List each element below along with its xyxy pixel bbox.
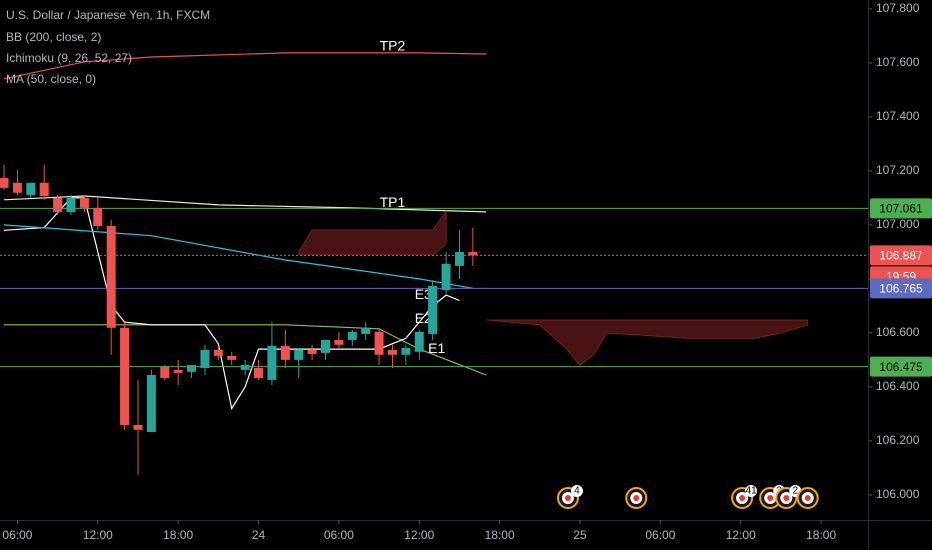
candle-body (307, 349, 317, 354)
candle-body (387, 349, 397, 355)
price-label-box (870, 245, 932, 266)
candle-body (441, 263, 451, 290)
candle-body (53, 197, 63, 212)
price-label-box (870, 198, 932, 219)
candle-body (146, 375, 156, 432)
price-label: 107.061 (879, 202, 923, 216)
candle-body (401, 348, 411, 355)
annotation: E3 (415, 286, 432, 302)
indicator-label: MA (50, close, 0) (6, 72, 96, 86)
indicator-label: BB (200, close, 2) (6, 30, 101, 44)
candle-body (361, 327, 371, 334)
candle-body (454, 251, 464, 266)
price-label: 106.887 (879, 249, 923, 263)
y-tick-label: 106.400 (876, 379, 920, 393)
y-tick-label: 107.200 (876, 163, 920, 177)
y-tick-label: 106.000 (876, 487, 920, 501)
candle-body (93, 207, 103, 226)
y-tick-label: 107.600 (876, 55, 920, 69)
price-label: 106.765 (879, 282, 923, 296)
candle-body (213, 349, 223, 356)
candle-body (240, 365, 250, 370)
event-icon-dot (633, 495, 640, 501)
candle-body (374, 331, 384, 355)
candle-body (160, 366, 170, 378)
event-badge (570, 485, 583, 497)
plot-area: TP2 TP1 E3 E2 E1 (0, 37, 868, 475)
x-tick-label: 06:00 (645, 528, 675, 542)
price-label-box (870, 278, 932, 299)
candle-body (267, 345, 277, 380)
x-tick-label: 12:00 (83, 528, 113, 542)
y-tick-label: 107.800 (876, 1, 920, 15)
x-tick-label: 24 (252, 528, 266, 542)
event-badge-label: 4 (574, 486, 580, 497)
annotation: E1 (428, 340, 445, 356)
candle-body (414, 331, 424, 352)
indicator-label: Ichimoku (9, 26, 52, 27) (6, 51, 132, 65)
candle-body (106, 225, 116, 328)
x-tick-label: 06:00 (324, 528, 354, 542)
candle-body (428, 285, 438, 334)
x-tick-label: 18:00 (806, 528, 836, 542)
indicator-line (3, 224, 473, 289)
annotation: TP1 (380, 194, 406, 210)
ichimoku-cloud (298, 209, 447, 256)
candle-body (26, 182, 36, 195)
y-tick-label: 106.200 (876, 433, 920, 447)
event-badge-label: 2 (793, 486, 799, 497)
x-tick-label: 18:00 (485, 528, 515, 542)
candle-body (334, 339, 344, 345)
candle-body (187, 365, 197, 372)
annotation: TP2 (380, 37, 406, 53)
candle-body (66, 197, 76, 212)
candle-body (79, 197, 89, 208)
candle-body (39, 182, 49, 197)
x-tick-label: 12:00 (726, 528, 756, 542)
candle-body (12, 182, 22, 193)
event-badge (745, 485, 758, 497)
candle-body (347, 331, 357, 340)
candle-body (227, 355, 237, 360)
x-tick-label: 25 (573, 528, 587, 542)
event-icon-dot (739, 495, 746, 501)
x-tick-label: 18:00 (163, 528, 193, 542)
candle-body (0, 177, 9, 188)
candle-body (468, 251, 478, 256)
candle-body (294, 349, 304, 360)
event-badge-label: 41 (746, 486, 758, 497)
event-icon-dot (783, 495, 790, 501)
annotation: E2 (415, 310, 432, 326)
x-tick-label: 06:00 (2, 528, 32, 542)
event-icon-dot (767, 495, 774, 501)
y-tick-label: 107.000 (876, 217, 920, 231)
candle-body (133, 424, 143, 430)
candle-body (321, 339, 330, 353)
candle-body (200, 349, 210, 368)
indicator-line (3, 52, 487, 80)
candle-body (280, 345, 290, 360)
candle-body (254, 367, 264, 378)
y-tick-label: 106.600 (876, 325, 920, 339)
event-icon-dot (804, 495, 811, 501)
chart-title: U.S. Dollar / Japanese Yen, 1h, FXCM (6, 8, 210, 22)
candle-body (120, 327, 130, 425)
candle-body (173, 369, 183, 373)
event-icon-dot (564, 495, 571, 501)
ichimoku-cloud (486, 319, 809, 366)
y-tick-label: 107.400 (876, 109, 920, 123)
x-tick-label: 12:00 (404, 528, 434, 542)
price-label: 106.475 (879, 360, 923, 374)
price-label-box (870, 356, 932, 377)
